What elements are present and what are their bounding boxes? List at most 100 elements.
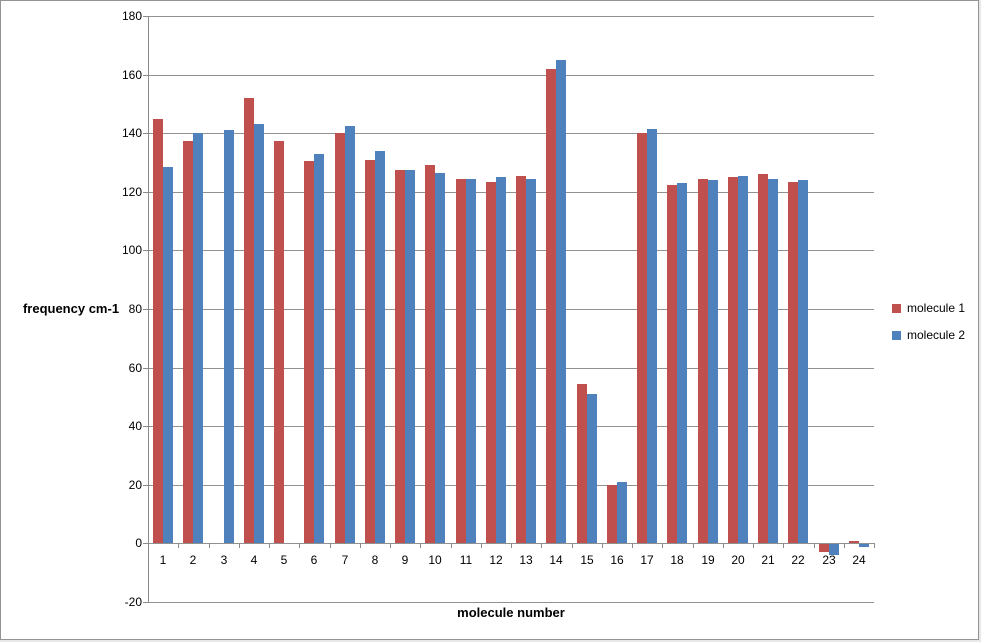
bar-molecule-1-cat-20 xyxy=(727,177,738,544)
bar-molecule-1-cat-16 xyxy=(606,484,617,544)
x-tick-label: 15 xyxy=(580,553,594,567)
x-tick-label: 11 xyxy=(459,553,473,567)
bar-molecule-1-cat-5 xyxy=(274,140,285,544)
bar-molecule-2-cat-16 xyxy=(616,481,627,544)
bar-molecule-2-cat-10 xyxy=(435,172,446,544)
y-axis-title: frequency cm-1 xyxy=(22,301,120,316)
bar-molecule-1-cat-15 xyxy=(576,383,587,544)
x-tick-label: 17 xyxy=(640,553,654,567)
bar-molecule-2-cat-13 xyxy=(526,178,537,544)
x-tick-label: 13 xyxy=(519,553,533,567)
x-axis-tick xyxy=(814,543,815,548)
bar-molecule-2-cat-17 xyxy=(647,128,658,544)
x-tick-label: 23 xyxy=(822,553,836,567)
bar-molecule-1-cat-22 xyxy=(788,181,799,544)
legend: molecule 1 molecule 2 xyxy=(892,301,965,355)
bar-molecule-1-cat-24 xyxy=(848,540,859,544)
gridline xyxy=(148,485,874,486)
bar-molecule-1-cat-9 xyxy=(395,169,406,544)
bar-molecule-2-cat-8 xyxy=(374,150,385,544)
x-tick-label: 24 xyxy=(852,553,866,567)
gridline xyxy=(148,602,874,603)
gridline xyxy=(148,75,874,76)
bar-molecule-1-cat-2 xyxy=(183,140,194,544)
bar-molecule-2-cat-11 xyxy=(465,178,476,544)
x-axis-tick xyxy=(753,543,754,548)
y-tick-label: 120 xyxy=(121,185,142,199)
bar-molecule-2-cat-6 xyxy=(314,153,325,544)
gridline xyxy=(148,192,874,193)
y-axis-tick xyxy=(143,16,148,17)
legend-label: molecule 1 xyxy=(907,301,966,315)
x-axis-tick xyxy=(844,543,845,548)
bar-molecule-1-cat-14 xyxy=(546,68,557,544)
bar-molecule-2-cat-19 xyxy=(707,180,718,544)
y-tick-label: 0 xyxy=(135,536,142,550)
x-tick-label: 9 xyxy=(401,553,409,567)
bar-molecule-1-cat-12 xyxy=(485,181,496,544)
x-axis-tick xyxy=(360,543,361,548)
y-axis-tick xyxy=(143,75,148,76)
bar-molecule-1-cat-23 xyxy=(818,544,829,552)
x-axis-tick xyxy=(178,543,179,548)
gridline xyxy=(148,426,874,427)
bar-molecule-2-cat-9 xyxy=(405,169,416,544)
bar-molecule-2-cat-12 xyxy=(495,177,506,544)
x-axis-tick xyxy=(602,543,603,548)
bar-molecule-1-cat-7 xyxy=(334,133,345,544)
y-axis-tick xyxy=(143,192,148,193)
bar-molecule-1-cat-17 xyxy=(637,133,648,544)
x-tick-label: 22 xyxy=(791,553,805,567)
x-tick-label: 8 xyxy=(371,553,379,567)
x-tick-label: 19 xyxy=(701,553,715,567)
bar-molecule-1-cat-19 xyxy=(697,178,708,544)
x-tick-label: 4 xyxy=(250,553,258,567)
bar-molecule-1-cat-13 xyxy=(516,175,527,544)
y-axis-tick xyxy=(143,368,148,369)
x-axis-tick xyxy=(390,543,391,548)
y-tick-label: 180 xyxy=(121,9,142,23)
gridline xyxy=(148,16,874,17)
y-axis-tick xyxy=(143,426,148,427)
bar-molecule-1-cat-6 xyxy=(304,161,315,544)
x-axis-tick xyxy=(723,543,724,548)
y-axis-tick xyxy=(143,602,148,603)
bar-molecule-2-cat-24 xyxy=(858,544,869,548)
bar-molecule-2-cat-15 xyxy=(586,394,597,544)
x-tick-label: 16 xyxy=(610,553,624,567)
x-axis-tick xyxy=(632,543,633,548)
y-tick-label: -20 xyxy=(124,595,142,609)
bar-molecule-1-cat-18 xyxy=(667,184,678,544)
x-axis-tick xyxy=(541,543,542,548)
y-axis-tick xyxy=(143,309,148,310)
bar-molecule-2-cat-4 xyxy=(253,124,264,544)
gridline xyxy=(148,133,874,134)
y-tick-label: 20 xyxy=(128,478,142,492)
x-axis-tick xyxy=(874,543,875,548)
bar-molecule-1-cat-11 xyxy=(455,178,466,544)
bar-molecule-1-cat-8 xyxy=(364,159,375,544)
y-axis-tick xyxy=(143,133,148,134)
x-axis-tick xyxy=(693,543,694,548)
y-tick-label: 160 xyxy=(121,68,142,82)
x-tick-label: 3 xyxy=(220,553,228,567)
x-axis-title: molecule number xyxy=(457,605,565,620)
x-axis-tick xyxy=(662,543,663,548)
y-axis-line xyxy=(148,16,149,602)
x-tick-label: 12 xyxy=(489,553,503,567)
x-axis-tick xyxy=(451,543,452,548)
x-tick-label: 6 xyxy=(310,553,318,567)
legend-item: molecule 1 xyxy=(892,301,965,315)
y-tick-label: 80 xyxy=(128,302,142,316)
x-axis-tick xyxy=(299,543,300,548)
x-tick-label: 21 xyxy=(761,553,775,567)
bar-molecule-1-cat-4 xyxy=(243,98,254,544)
y-tick-label: 100 xyxy=(121,243,142,257)
x-axis-tick xyxy=(239,543,240,548)
x-tick-label: 7 xyxy=(341,553,349,567)
y-tick-label: 140 xyxy=(121,126,142,140)
legend-item: molecule 2 xyxy=(892,328,965,342)
y-axis-tick xyxy=(143,485,148,486)
bar-molecule-2-cat-2 xyxy=(193,133,204,544)
